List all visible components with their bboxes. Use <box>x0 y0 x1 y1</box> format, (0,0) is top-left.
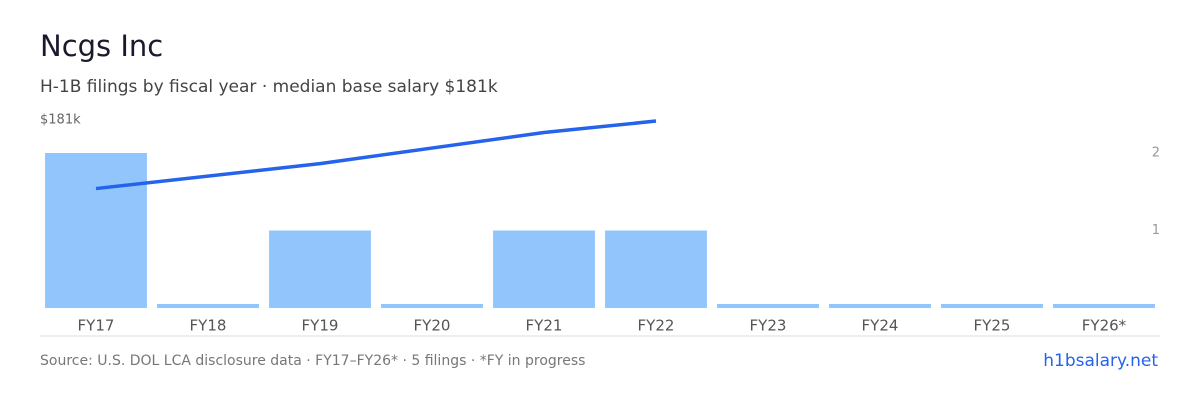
x-tick-label: FY17 <box>78 317 115 335</box>
bar <box>269 230 371 308</box>
y2-tick-label: 2 <box>1152 146 1160 161</box>
x-tick-label: FY18 <box>190 317 227 335</box>
bar <box>493 230 595 308</box>
x-tick-label: FY19 <box>302 317 339 335</box>
bar <box>829 304 931 308</box>
x-tick-label: FY20 <box>414 317 451 335</box>
bar <box>157 304 259 308</box>
y2-tick-label: 1 <box>1152 223 1160 238</box>
bar <box>941 304 1043 308</box>
x-tick-label: FY21 <box>526 317 563 335</box>
x-tick-label: FY25 <box>974 317 1011 335</box>
bar <box>381 304 483 308</box>
bar <box>605 230 707 308</box>
bar <box>717 304 819 308</box>
x-tick-label: FY26* <box>1082 317 1127 335</box>
source-note: Source: U.S. DOL LCA disclosure data · F… <box>40 353 585 369</box>
bar <box>45 153 147 308</box>
x-tick-label: FY22 <box>638 317 675 335</box>
x-tick-label: FY24 <box>862 317 899 335</box>
site-link[interactable]: h1bsalary.net <box>1043 351 1158 371</box>
salary-line <box>95 119 657 191</box>
y-tick-label: $181k <box>40 113 81 128</box>
x-tick-label: FY23 <box>750 317 787 335</box>
chart-subtitle: H-1B filings by fiscal year · median bas… <box>40 77 498 97</box>
chart-title: Ncgs Inc <box>40 29 163 63</box>
bar <box>1053 304 1155 308</box>
